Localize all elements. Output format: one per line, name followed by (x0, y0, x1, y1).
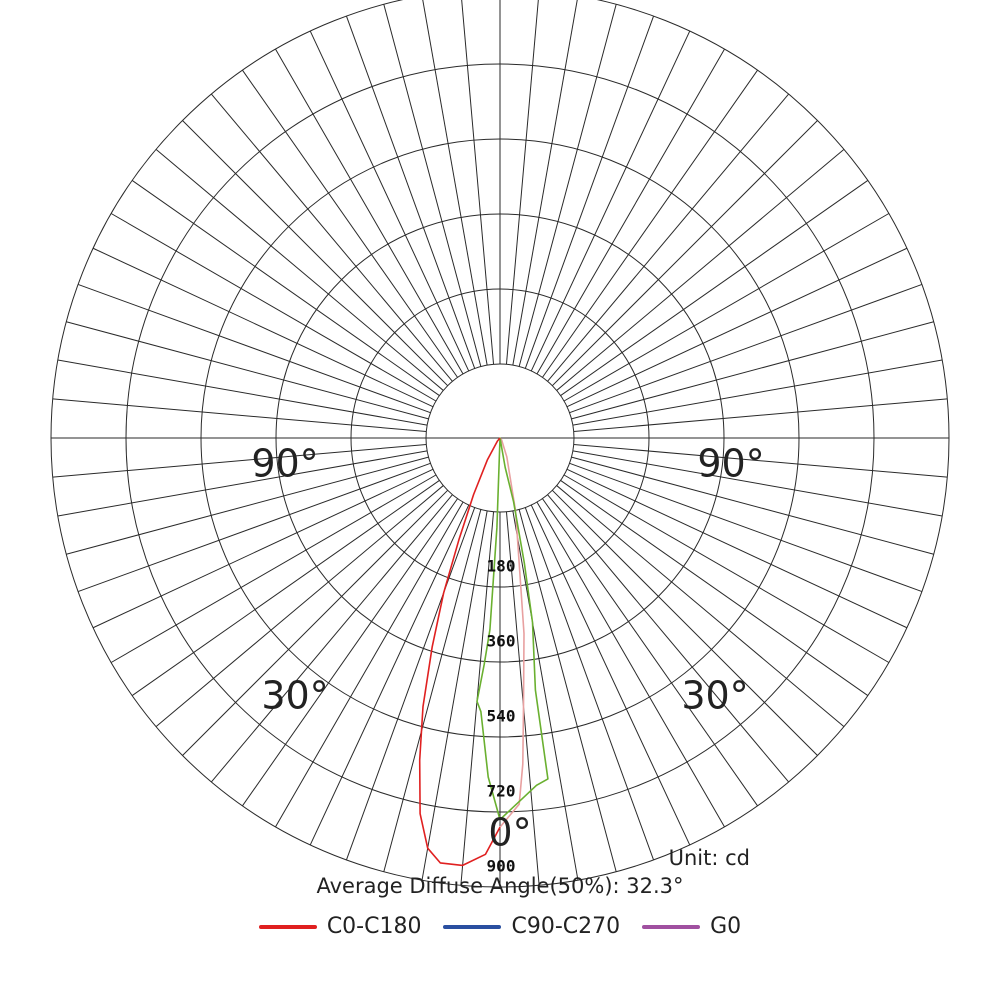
radial-tick-900: 900 (487, 857, 516, 876)
spoke-350 (421, 510, 488, 881)
spoke-165 (518, 4, 617, 367)
spoke-40 (547, 494, 789, 783)
spoke-240 (110, 213, 437, 402)
spoke-150 (536, 48, 725, 375)
spoke-45 (551, 489, 818, 756)
spoke-300 (110, 474, 437, 663)
spoke-335 (309, 504, 470, 846)
angle-labels: 0° 30° 30° 90° 90° (251, 442, 764, 855)
spoke-305 (131, 480, 440, 696)
spoke-220 (211, 93, 453, 382)
angle-label-right-30: 30° (681, 674, 748, 718)
spoke-235 (131, 180, 440, 396)
spoke-160 (524, 15, 655, 369)
spoke-315 (182, 489, 449, 756)
spoke-345 (383, 509, 482, 872)
angle-label-left-30: 30° (261, 674, 328, 718)
spoke-250 (77, 283, 431, 414)
spoke-285 (66, 456, 429, 555)
spoke-280 (57, 450, 428, 517)
legend-item-c0-c180: C0-C180 (258, 914, 422, 939)
spoke-95 (573, 398, 948, 433)
spoke-10 (512, 510, 579, 881)
spoke-320 (211, 494, 453, 783)
series-c90-c270 (499, 437, 525, 828)
radial-tick-180: 180 (487, 557, 516, 576)
spoke-80 (572, 450, 943, 517)
spoke-130 (556, 149, 845, 391)
spoke-215 (242, 69, 458, 378)
angle-label-0: 0° (488, 811, 531, 855)
legend-item-g0: G0 (642, 914, 741, 939)
legend-swatch (258, 924, 317, 929)
spoke-135 (551, 120, 818, 387)
spoke-210 (275, 48, 464, 375)
legend-label: G0 (710, 914, 742, 939)
legend: C0-C180 C90-C270 G0 (0, 914, 1000, 939)
spoke-230 (155, 149, 444, 391)
legend-swatch (642, 924, 701, 929)
radial-tick-360: 360 (487, 632, 516, 651)
spoke-65 (566, 468, 908, 629)
average-diffuse-angle: Average Diffuse Angle(50%): 32.3° (316, 874, 684, 898)
spoke-140 (547, 93, 789, 382)
spoke-310 (155, 485, 444, 727)
spoke-30 (536, 501, 725, 828)
spoke-225 (182, 120, 449, 387)
legend-swatch (443, 924, 502, 929)
spoke-170 (512, 0, 578, 366)
spoke-20 (524, 507, 655, 861)
spoke-245 (92, 247, 434, 408)
spoke-75 (571, 456, 934, 555)
radial-tick-720: 720 (487, 782, 516, 801)
spoke-185 (461, 0, 495, 365)
radial-tick-540: 540 (487, 707, 516, 726)
angle-label-right-90: 90° (697, 442, 764, 486)
spoke-155 (530, 30, 691, 372)
spoke-145 (542, 69, 758, 378)
spoke-120 (563, 213, 890, 402)
spoke-70 (569, 462, 923, 593)
series-g0 (476, 437, 549, 821)
spoke-205 (309, 30, 470, 372)
radial-tick-labels: 180 360 540 720 900 (487, 557, 516, 876)
spoke-255 (66, 321, 429, 420)
spoke-260 (57, 359, 428, 426)
polar-grid (50, 0, 950, 888)
spoke-55 (560, 480, 869, 696)
spoke-85 (573, 443, 948, 478)
spoke-325 (242, 498, 458, 807)
series-c0-c180 (418, 437, 501, 867)
spoke-15 (518, 509, 617, 872)
spoke-125 (560, 180, 869, 396)
unit-label: Unit: cd (668, 846, 750, 870)
spoke-35 (542, 498, 758, 807)
spoke-25 (530, 504, 691, 846)
angle-label-left-90: 90° (251, 442, 318, 486)
spoke-50 (556, 485, 845, 727)
series-layer (418, 437, 549, 867)
legend-label: C90-C270 (511, 914, 621, 939)
spoke-60 (563, 474, 890, 663)
spoke-330 (275, 501, 464, 828)
spoke-295 (92, 468, 434, 629)
legend-item-c90-c270: C90-C270 (443, 914, 620, 939)
spoke-115 (566, 247, 908, 408)
spoke-290 (77, 462, 431, 593)
spoke-175 (505, 0, 539, 365)
spoke-200 (345, 15, 476, 369)
spoke-265 (52, 398, 427, 433)
spoke-195 (383, 4, 482, 367)
spoke-110 (569, 283, 923, 414)
spoke-275 (52, 443, 427, 478)
spoke-100 (572, 359, 943, 426)
spoke-105 (571, 321, 934, 420)
spoke-190 (422, 0, 488, 366)
legend-label: C0-C180 (326, 914, 422, 939)
spoke-340 (345, 507, 476, 861)
